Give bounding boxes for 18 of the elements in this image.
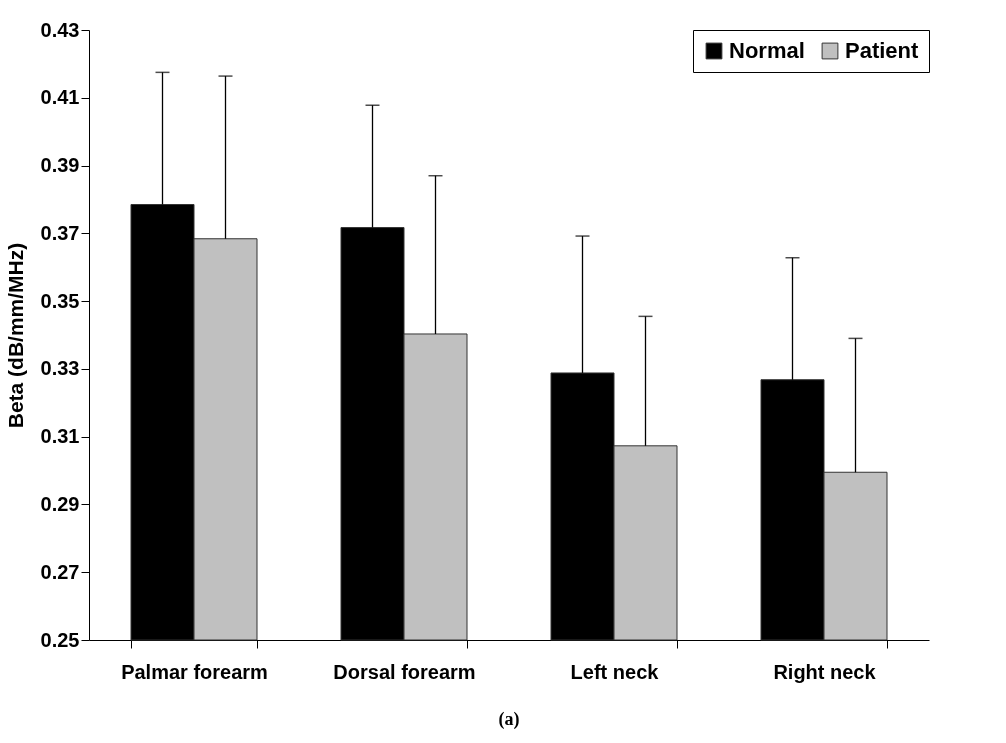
legend-label: Normal: [729, 38, 805, 63]
y-tick-label: 0.29: [40, 492, 80, 515]
text: (a): [498, 709, 520, 730]
x-tick-label: Palmar forearm: [121, 660, 268, 683]
y-tick-label: 0.27: [40, 560, 80, 583]
y-tick-label: 0.31: [40, 425, 80, 448]
y-tick-label: 0.41: [40, 86, 80, 109]
y-tick-label: 0.39: [40, 154, 80, 177]
x-tick-label: Right neck: [773, 660, 877, 683]
y-axis-title: Beta (dB/mm/MHz): [3, 242, 27, 429]
x-tick-label: Left neck: [570, 660, 660, 683]
y-tick-label: 0.43: [40, 18, 80, 41]
x-tick-label: Dorsal forearm: [333, 660, 476, 683]
y-tick-label: 0.33: [40, 357, 80, 380]
y-tick-label: 0.37: [40, 221, 80, 244]
y-tick-label: 0.25: [40, 628, 80, 651]
legend-label: Patient: [845, 38, 920, 63]
y-tick-label: 0.35: [40, 289, 80, 312]
